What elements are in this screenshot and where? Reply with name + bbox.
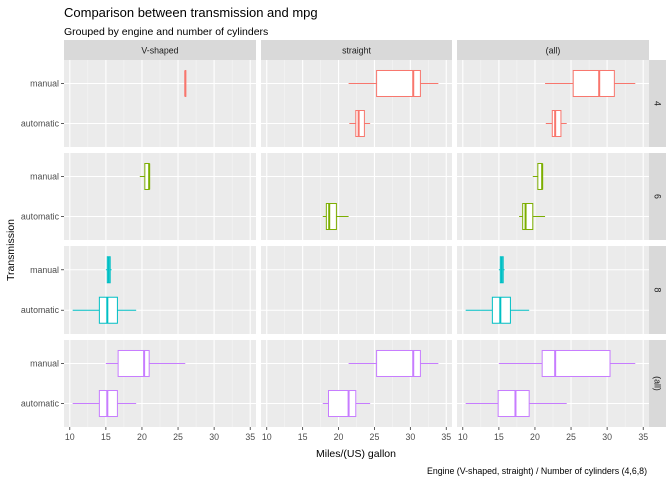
boxplot-8-all-manual	[498, 256, 505, 284]
x-tick-label: 35	[245, 432, 255, 442]
strip-row-6	[649, 153, 666, 240]
x-tick-label: 10	[458, 432, 468, 442]
x-tick-label: 10	[65, 432, 75, 442]
x-tick-label: 35	[638, 432, 648, 442]
x-tick-label: 30	[405, 432, 415, 442]
y-tick-label-manual: manual	[30, 358, 59, 368]
box-iqr	[491, 296, 511, 324]
box-iqr	[98, 296, 118, 324]
x-tick-label: 30	[602, 432, 612, 442]
y-tick-label-manual: manual	[30, 78, 59, 88]
y-tick-label-automatic: automatic	[21, 212, 60, 222]
y-axis-label: Transmission	[5, 219, 17, 281]
x-tick-label: 35	[441, 432, 451, 442]
box-iqr	[572, 69, 615, 97]
y-tick-label-manual: manual	[30, 265, 59, 275]
strip-row-all	[649, 340, 666, 427]
y-tick-label-automatic: automatic	[21, 305, 60, 315]
strip-v-shaped	[64, 40, 256, 60]
x-axis-label: Miles/(US) gallon	[316, 448, 396, 460]
boxplot-4-straight-automatic	[349, 110, 371, 138]
x-tick-label: 15	[101, 432, 111, 442]
strip-label-all: (all)	[546, 46, 561, 56]
x-tick-label: 20	[137, 432, 147, 442]
chart-caption: Engine (V-shaped, straight) / Number of …	[427, 466, 647, 476]
boxplot-6-all-automatic	[519, 203, 546, 231]
boxplot-all-v-shaped-automatic	[72, 390, 137, 418]
box-iqr	[551, 110, 562, 138]
strip-row-8	[649, 246, 666, 334]
box-iqr	[98, 390, 118, 418]
boxplot-all-all-manual	[498, 349, 636, 377]
boxplot-6-straight-automatic	[322, 203, 349, 231]
strip-row-label-4: 4	[653, 101, 663, 106]
strip-label-v-shaped: V-shaped	[141, 46, 178, 56]
boxplot-8-v-shaped-automatic	[72, 296, 137, 324]
boxplot-6-v-shaped-manual	[139, 162, 151, 190]
boxplot-6-all-manual	[532, 162, 544, 190]
strip-all	[457, 40, 649, 60]
box-iqr	[355, 110, 365, 138]
boxplot-4-v-shaped-manual	[184, 69, 187, 97]
boxplot-all-straight-automatic	[322, 390, 371, 418]
x-tick-label: 20	[530, 432, 540, 442]
facet-panels: V-shaped straight (all) 4 6 8 (all) manual autom…	[21, 40, 666, 442]
boxplot-8-all-automatic	[465, 296, 530, 324]
boxplot-all-v-shaped-manual	[105, 349, 186, 377]
strip-row-label-6: 6	[653, 194, 663, 199]
box-iqr	[327, 390, 357, 418]
boxplot-all-all-automatic	[465, 390, 567, 418]
boxplot-4-all-automatic	[545, 110, 567, 138]
chart-subtitle: Grouped by engine and number of cylinder…	[64, 26, 268, 38]
x-tick-label: 30	[209, 432, 219, 442]
x-tick-label: 20	[334, 432, 344, 442]
strip-straight	[261, 40, 452, 60]
x-tick-label: 10	[262, 432, 272, 442]
x-tick-label: 25	[173, 432, 183, 442]
box-iqr	[522, 203, 534, 231]
strip-label-straight: straight	[342, 46, 371, 56]
x-tick-label: 15	[298, 432, 308, 442]
box-iqr	[497, 390, 530, 418]
boxplot-4-straight-manual	[348, 69, 439, 97]
y-tick-label-automatic: automatic	[21, 119, 60, 129]
boxplot-4-all-manual	[545, 69, 636, 97]
y-tick-label-manual: manual	[30, 171, 59, 181]
x-tick-label: 25	[370, 432, 380, 442]
boxplot-all-straight-manual	[348, 349, 439, 377]
boxplot-8-v-shaped-manual	[105, 256, 112, 284]
box-iqr	[325, 203, 337, 231]
x-tick-label: 25	[566, 432, 576, 442]
box-iqr	[541, 349, 611, 377]
chart-title: Comparison between transmission and mpg	[64, 5, 318, 20]
strip-row-label-8: 8	[653, 288, 663, 293]
strip-row-label-all: (all)	[653, 376, 663, 391]
strip-row-4	[649, 60, 666, 147]
x-tick-label: 15	[494, 432, 504, 442]
y-tick-label-automatic: automatic	[21, 399, 60, 409]
